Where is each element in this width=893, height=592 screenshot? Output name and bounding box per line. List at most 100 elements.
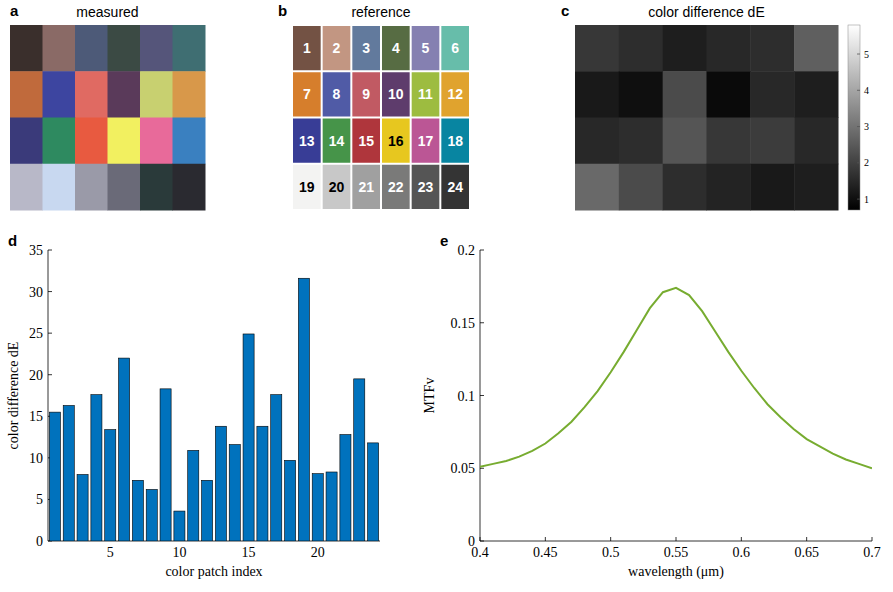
reference-patch bbox=[293, 26, 321, 70]
x-tick-label: 0.65 bbox=[794, 545, 819, 560]
patch-label: 14 bbox=[329, 133, 345, 149]
dE-cell bbox=[794, 164, 838, 211]
dE-cell bbox=[707, 25, 751, 72]
reference-patch bbox=[352, 119, 380, 163]
y-tick bbox=[480, 395, 484, 396]
dE-cell bbox=[619, 71, 663, 118]
patch-label: 18 bbox=[447, 133, 463, 149]
patch-label: 15 bbox=[358, 133, 374, 149]
y-tick-label: 5 bbox=[36, 492, 43, 507]
dE-cell bbox=[619, 25, 663, 72]
patch-label: 22 bbox=[388, 179, 404, 195]
dE-cell bbox=[750, 25, 794, 72]
reference-patch bbox=[412, 26, 440, 70]
bar bbox=[326, 472, 337, 541]
measured-patch bbox=[10, 71, 43, 118]
bar bbox=[146, 489, 157, 541]
dE-cell bbox=[750, 118, 794, 165]
reference-patch bbox=[441, 119, 469, 163]
measured-patch bbox=[173, 25, 206, 72]
dE-cell bbox=[619, 164, 663, 211]
axes: 510152005101520253035color patch indexco… bbox=[6, 243, 380, 579]
y-axis-title: color difference dE bbox=[6, 342, 21, 450]
measured-patch bbox=[75, 118, 108, 165]
bar bbox=[312, 474, 323, 541]
y-tick bbox=[48, 374, 52, 375]
patch-label: 1 bbox=[303, 40, 311, 56]
dE-cell bbox=[575, 25, 619, 72]
colorbar-tick-label: 4 bbox=[864, 85, 869, 96]
x-axis-title: wavelength (μm) bbox=[628, 564, 724, 580]
reference-patch bbox=[323, 119, 351, 163]
y-tick-label: 30 bbox=[29, 285, 43, 300]
x-tick bbox=[872, 537, 873, 541]
dE-cell bbox=[707, 118, 751, 165]
measured-patch bbox=[10, 118, 43, 165]
dE-cell bbox=[707, 164, 751, 211]
patch-label: 23 bbox=[418, 179, 434, 195]
axes: 0.40.450.50.550.60.650.700.050.10.150.2w… bbox=[422, 243, 881, 580]
patch-label: 11 bbox=[418, 86, 433, 102]
reference-patch bbox=[441, 72, 469, 116]
patch-label: 19 bbox=[299, 179, 315, 195]
measured-patch bbox=[108, 71, 141, 118]
x-tick-label: 0.45 bbox=[533, 545, 558, 560]
dE-cell bbox=[794, 71, 838, 118]
colorbar bbox=[848, 25, 860, 210]
reference-patch bbox=[323, 72, 351, 116]
x-tick-label: 0.5 bbox=[602, 545, 620, 560]
measured-patch bbox=[43, 164, 76, 211]
bar bbox=[119, 358, 130, 541]
y-tick bbox=[480, 322, 484, 323]
patch-label: 5 bbox=[422, 40, 430, 56]
y-tick-label: 0.15 bbox=[451, 316, 476, 331]
bar bbox=[91, 395, 102, 541]
panel-letter: b bbox=[278, 2, 287, 19]
plot-area bbox=[49, 278, 378, 541]
reference-patch bbox=[352, 26, 380, 70]
measured-image bbox=[10, 25, 206, 211]
y-tick bbox=[480, 541, 484, 542]
reference-patch bbox=[412, 119, 440, 163]
y-tick-label: 0.05 bbox=[451, 461, 476, 476]
x-axis-title: color patch index bbox=[165, 564, 262, 579]
bar bbox=[340, 435, 351, 541]
measured-patch bbox=[108, 164, 141, 211]
y-tick-label: 15 bbox=[29, 409, 43, 424]
dE-cell bbox=[794, 118, 838, 165]
colorbar-tick bbox=[857, 199, 860, 200]
measured-patch bbox=[75, 71, 108, 118]
x-tick-label: 5 bbox=[107, 545, 114, 560]
dE-cell bbox=[794, 25, 838, 72]
panel-title: measured bbox=[76, 4, 138, 20]
patch-label: 4 bbox=[392, 40, 400, 56]
dE-cell bbox=[750, 71, 794, 118]
y-tick-label: 35 bbox=[29, 243, 43, 258]
reference-patch bbox=[382, 119, 410, 163]
x-tick-label: 0.7 bbox=[863, 545, 881, 560]
y-tick bbox=[48, 291, 52, 292]
colorbar-tick-label: 2 bbox=[864, 157, 869, 168]
reference-patch bbox=[441, 165, 469, 209]
patch-label: 21 bbox=[358, 179, 374, 195]
reference-patch bbox=[382, 26, 410, 70]
bar bbox=[160, 389, 171, 541]
colorbar-tick-label: 1 bbox=[864, 194, 869, 205]
measured-patch bbox=[108, 118, 141, 165]
reference-patch bbox=[441, 26, 469, 70]
x-tick bbox=[676, 537, 677, 541]
measured-patch bbox=[75, 25, 108, 72]
colorbar-tick bbox=[857, 54, 860, 55]
reference-patch bbox=[412, 72, 440, 116]
measured-patch bbox=[140, 71, 173, 118]
reference-patch bbox=[293, 72, 321, 116]
bar bbox=[298, 278, 309, 541]
reference-patch bbox=[352, 165, 380, 209]
measured-patch bbox=[173, 71, 206, 118]
x-tick bbox=[545, 537, 546, 541]
y-tick-label: 25 bbox=[29, 326, 43, 341]
y-tick-label: 0 bbox=[36, 534, 43, 549]
panel-letter: d bbox=[8, 232, 17, 249]
reference-patch bbox=[382, 165, 410, 209]
bar bbox=[243, 334, 254, 541]
